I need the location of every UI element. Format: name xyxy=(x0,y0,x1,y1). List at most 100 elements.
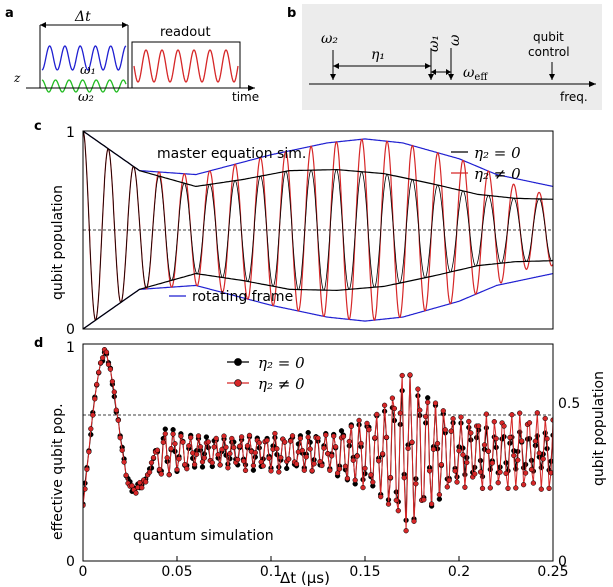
d-data-point xyxy=(197,444,204,450)
d-data-point xyxy=(115,417,121,423)
d-data-point xyxy=(415,386,421,392)
d-data-point xyxy=(180,439,186,445)
d-data-point xyxy=(368,472,374,478)
d-data-point xyxy=(268,468,274,474)
d-data-point xyxy=(154,447,161,453)
d-data-point xyxy=(303,454,309,460)
d-data-point xyxy=(201,455,208,461)
d-data-point xyxy=(511,452,517,459)
d-data-point xyxy=(209,460,215,466)
d-data-point xyxy=(105,361,112,368)
d-data-point xyxy=(403,528,409,534)
d-data-point xyxy=(174,466,180,473)
d-data-point xyxy=(534,410,540,416)
d-data-point xyxy=(211,444,217,450)
d-data-point xyxy=(150,455,157,461)
d-data-point xyxy=(146,469,153,475)
d-data-point xyxy=(362,465,368,472)
d-data-point xyxy=(217,462,223,468)
d-data-point xyxy=(297,435,304,442)
d-data-point xyxy=(158,471,164,477)
d-ylabel: effective qubit pop. xyxy=(50,403,66,540)
d-data-point xyxy=(509,412,515,418)
time-label: time xyxy=(232,90,259,104)
d-data-point xyxy=(250,467,257,473)
d-data-point xyxy=(284,465,290,472)
d-data-point xyxy=(456,448,462,454)
d-data-point xyxy=(156,466,163,473)
d-data-point xyxy=(266,455,272,461)
d-data-point xyxy=(289,433,296,439)
d-data-point xyxy=(519,438,525,444)
d-data-point xyxy=(483,425,490,431)
d-data-point xyxy=(432,400,439,406)
d-ytick-right-05: 0.5 xyxy=(558,396,580,412)
d-data-point xyxy=(528,466,535,473)
d-data-point xyxy=(176,456,182,462)
d-data-point xyxy=(148,460,155,466)
d-data-point xyxy=(137,479,143,486)
d-xtick-label: 0.05 xyxy=(161,564,192,580)
d-plot-frame xyxy=(82,343,554,562)
omega1-label-b: ω₁ xyxy=(426,35,442,52)
d-data-point xyxy=(540,456,546,462)
d-series-eta2-nonzero xyxy=(83,346,553,534)
d-data-point xyxy=(264,437,270,444)
d-data-point xyxy=(287,438,294,444)
readout-box xyxy=(131,41,241,89)
d-data-point xyxy=(366,427,372,433)
d-data-point xyxy=(256,440,262,446)
d-data-point xyxy=(305,434,311,440)
d-data-point xyxy=(184,466,190,472)
panel-d: d 0 0.05 0.1 0.15 0.2 0.25 1 0 0.5 0 effectiv… xyxy=(34,336,607,587)
d-data-point xyxy=(479,485,486,492)
d-data-point xyxy=(88,426,94,432)
d-data-point xyxy=(86,449,92,455)
omega1-label: ω₁ xyxy=(80,63,96,78)
panel-a-label: a xyxy=(5,6,14,21)
d-ylabel-right: qubit population xyxy=(591,371,607,486)
d-data-point xyxy=(356,417,362,424)
d-data-point xyxy=(428,501,435,507)
c-title: master equation sim. xyxy=(157,146,306,162)
d-data-point xyxy=(358,440,364,447)
d-data-point xyxy=(223,444,229,450)
d-data-point xyxy=(315,435,321,441)
d-title: quantum simulation xyxy=(133,528,274,544)
d-data-point xyxy=(505,485,511,492)
d-data-point xyxy=(454,479,460,485)
d-data-point xyxy=(421,497,427,503)
d-data-point xyxy=(242,467,249,474)
d-data-point xyxy=(282,439,288,445)
d-data-point xyxy=(238,434,245,440)
d-data-point xyxy=(481,442,488,448)
d-data-point xyxy=(423,413,429,420)
d-data-point xyxy=(111,389,117,395)
d-data-point xyxy=(346,438,352,445)
d-data-point xyxy=(372,435,378,441)
d-data-point xyxy=(240,458,247,464)
c-legend-label-1: η₂ ≠ 0 xyxy=(474,165,521,183)
d-data-point xyxy=(425,399,431,405)
d-data-point xyxy=(299,447,305,454)
d-data-point xyxy=(430,446,437,452)
d-data-point xyxy=(160,439,166,445)
d-data-point xyxy=(83,502,86,509)
d-data-point xyxy=(417,407,423,413)
d-data-point xyxy=(503,470,509,477)
c-annotation: rotating frame xyxy=(192,289,293,305)
d-data-point xyxy=(460,452,466,458)
d-data-point xyxy=(84,466,90,472)
d-data-point xyxy=(340,433,347,440)
omega2-drive-wave xyxy=(41,79,127,93)
d-data-point xyxy=(246,432,253,439)
panel-a: a Δt ω₁ ω₂ z readout time xyxy=(5,6,259,105)
d-data-point xyxy=(548,470,553,476)
d-data-point xyxy=(121,459,127,465)
d-data-point xyxy=(164,455,170,461)
freq-label: freq. xyxy=(560,90,588,104)
d-data-point xyxy=(348,423,354,430)
d-data-point xyxy=(162,426,168,432)
d-data-point xyxy=(327,467,333,473)
d-legend-marker-1 xyxy=(234,379,242,387)
